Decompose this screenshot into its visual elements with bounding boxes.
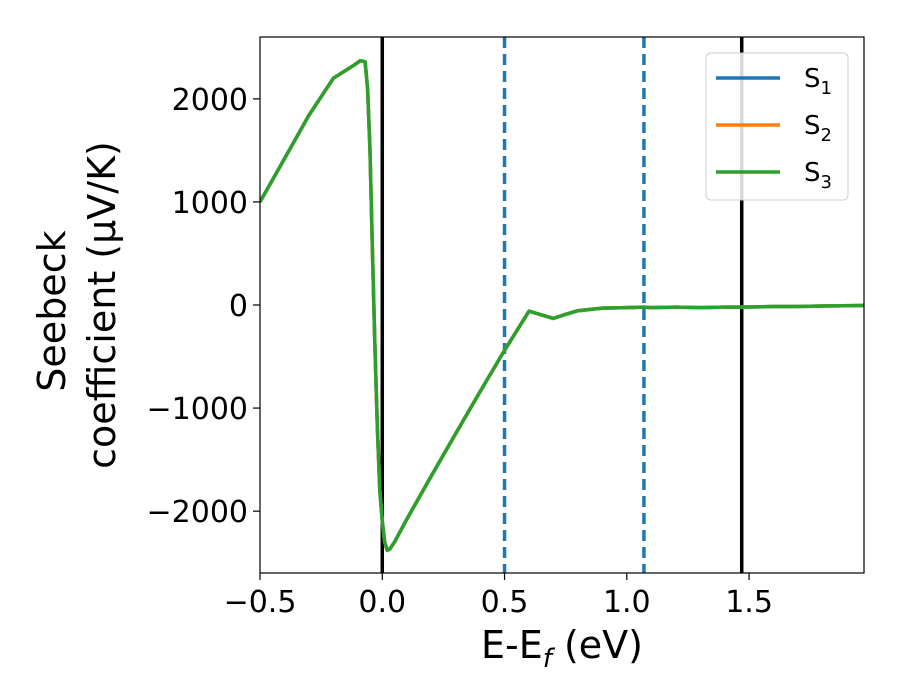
y-axis-label: Seebeck coefficient (μV/K) [30,141,124,469]
x-axis-ticks: −0.5 0.0 0.5 1.0 1.5 [224,573,773,620]
y-axis-ticks: 2000 1000 0 −1000 −2000 [147,83,260,530]
y-tick-label: 0 [229,289,248,324]
legend-label-s1: S1 [804,64,832,99]
x-tick-label: 0.0 [358,585,406,620]
legend: S1 S2 S3 [705,52,849,201]
series-line-s3 [260,58,864,553]
x-tick-label: −0.5 [224,585,297,620]
legend-label-s2: S2 [804,111,832,146]
y-axis-label-line1: Seebeck [30,230,74,391]
x-tick-label: 1.0 [603,585,651,620]
series-lines [260,58,864,553]
x-tick-label: 1.5 [725,585,773,620]
x-axis-label: E-Ef (eV) [481,623,643,674]
y-tick-label: −1000 [147,392,248,427]
x-tick-label: 0.5 [481,585,529,620]
y-tick-label: 2000 [172,83,248,118]
legend-label-s3: S3 [804,158,832,193]
y-axis-label-line2: coefficient (μV/K) [80,141,124,469]
y-tick-label: 1000 [172,186,248,221]
y-tick-label: −2000 [147,495,248,530]
